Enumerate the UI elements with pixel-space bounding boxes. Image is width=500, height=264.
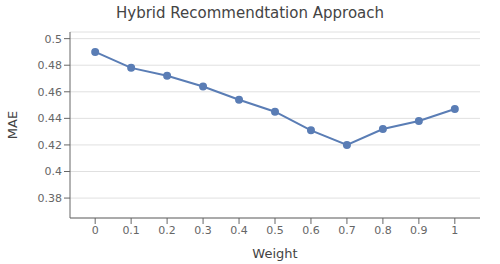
svg-text:Weight: Weight <box>252 246 297 261</box>
svg-text:0.4: 0.4 <box>230 224 248 237</box>
svg-text:1: 1 <box>451 224 458 237</box>
svg-text:0.48: 0.48 <box>38 59 63 72</box>
html-text:Hybrid Recommendtation Approac: Hybrid Recommendtation Approach <box>116 4 384 22</box>
svg-text:0.9: 0.9 <box>410 224 428 237</box>
svg-text:0.7: 0.7 <box>338 224 356 237</box>
svg-text:MAE: MAE <box>8 111 20 139</box>
svg-text:0: 0 <box>92 224 99 237</box>
svg-text:0.8: 0.8 <box>374 224 392 237</box>
svg-text:0.3: 0.3 <box>194 224 212 237</box>
svg-text:0.4: 0.4 <box>45 165 63 178</box>
svg-text:0.42: 0.42 <box>38 139 63 152</box>
svg-text:0.5: 0.5 <box>266 224 284 237</box>
svg-text:0.46: 0.46 <box>38 86 63 99</box>
svg-text:0.44: 0.44 <box>38 112 63 125</box>
svg-text:0.38: 0.38 <box>38 192 63 205</box>
svg-text:0.6: 0.6 <box>302 224 320 237</box>
svg-text:0.1: 0.1 <box>122 224 140 237</box>
svg-text:0.5: 0.5 <box>45 33 63 46</box>
svg-text:0.2: 0.2 <box>158 224 176 237</box>
